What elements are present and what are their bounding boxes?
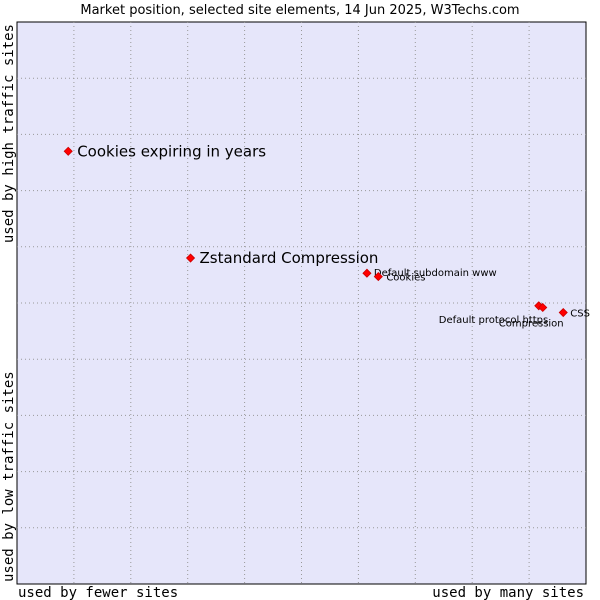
point-marker (185, 253, 196, 263)
point-marker (373, 272, 383, 282)
point-label: Compression (499, 318, 564, 329)
data-point-zstandard-compression: Zstandard Compression (185, 249, 379, 267)
point-label: Zstandard Compression (200, 249, 379, 267)
point-marker (558, 307, 568, 318)
y-axis-label-top: used by high traffic sites (1, 24, 17, 243)
y-axis-label-bottom: used by low traffic sites (1, 371, 17, 582)
point-marker (538, 302, 548, 313)
data-point-cookies: Cookies (373, 272, 425, 284)
point-label: Default subdomain www (374, 268, 497, 279)
data-points: Cookies expiring in years Zstandard Compr… (63, 142, 590, 329)
point-label: Default protocol https (439, 315, 548, 326)
point-marker (63, 146, 73, 156)
x-axis-label-left: used by fewer sites (18, 585, 178, 600)
x-axis-label-right: used by many sites (432, 585, 584, 600)
data-point-default-subdomain-www: Default subdomain www (362, 268, 497, 279)
grid-lines (17, 22, 586, 584)
point-marker (362, 268, 372, 278)
point-label: Cookies (386, 273, 425, 284)
point-label: CSS (570, 309, 590, 320)
chart-title: Market position, selected site elements,… (80, 3, 519, 18)
data-point-css: CSS (558, 307, 590, 320)
data-point-compression: Compression (499, 302, 564, 329)
data-point-cookies-expiring-in-years: Cookies expiring in years (63, 142, 266, 160)
point-label: Cookies expiring in years (77, 142, 266, 160)
